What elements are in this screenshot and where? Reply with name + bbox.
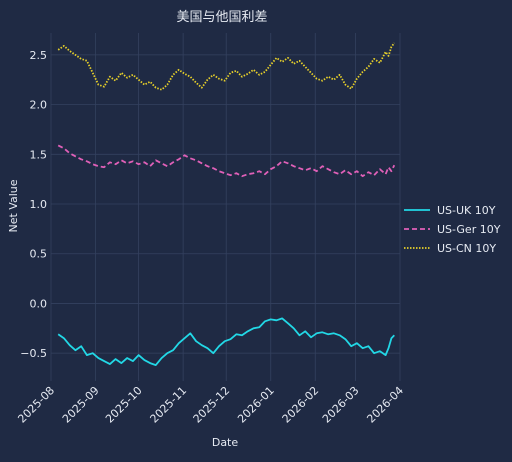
x-tick-label: 2025-09 (60, 384, 102, 426)
legend-label: US-Ger 10Y (437, 223, 501, 236)
y-tick-label: 2.0 (30, 99, 48, 112)
x-axis-ticks: 2025-08 2025-09 2025-10 2025-11 2025-12 2026-… (15, 384, 406, 426)
series-line-2 (57, 144, 396, 178)
series-line-1 (57, 317, 395, 367)
legend-label: US-UK 10Y (437, 204, 496, 217)
x-tick-label: 2026-02 (280, 384, 322, 426)
legend[interactable]: US-UK 10Y US-Ger 10Y US-CN 10Y (404, 204, 501, 255)
legend-label: US-CN 10Y (437, 242, 496, 255)
y-axis-ticks: −0.5 0.0 0.5 1.0 1.5 2.0 2.5 (20, 49, 47, 360)
legend-item[interactable]: US-UK 10Y (404, 204, 496, 217)
x-tick-label: 2026-03 (320, 384, 362, 426)
y-axis-title: Net Value (7, 179, 20, 232)
y-tick-label: 2.5 (30, 49, 48, 62)
x-tick-label: 2025-08 (15, 384, 57, 426)
series-line-3 (57, 42, 396, 91)
x-tick-label: 2025-11 (148, 384, 190, 426)
y-tick-label: 1.5 (30, 148, 48, 161)
y-tick-label: 0.0 (30, 297, 48, 310)
series-layer (57, 42, 396, 367)
legend-item[interactable]: US-Ger 10Y (404, 223, 501, 236)
y-tick-label: 1.0 (30, 198, 48, 211)
y-tick-label: −0.5 (20, 347, 47, 360)
legend-item[interactable]: US-CN 10Y (404, 242, 496, 255)
x-axis-title: Date (212, 436, 239, 449)
y-tick-label: 0.5 (30, 248, 48, 261)
grid-lines (50, 33, 401, 381)
chart-title: 美国与他国利差 (176, 10, 267, 25)
x-tick-label: 2026-04 (364, 384, 406, 426)
x-tick-label: 2025-10 (103, 384, 145, 426)
x-tick-label: 2026-01 (235, 384, 277, 426)
x-tick-label: 2025-12 (191, 384, 233, 426)
